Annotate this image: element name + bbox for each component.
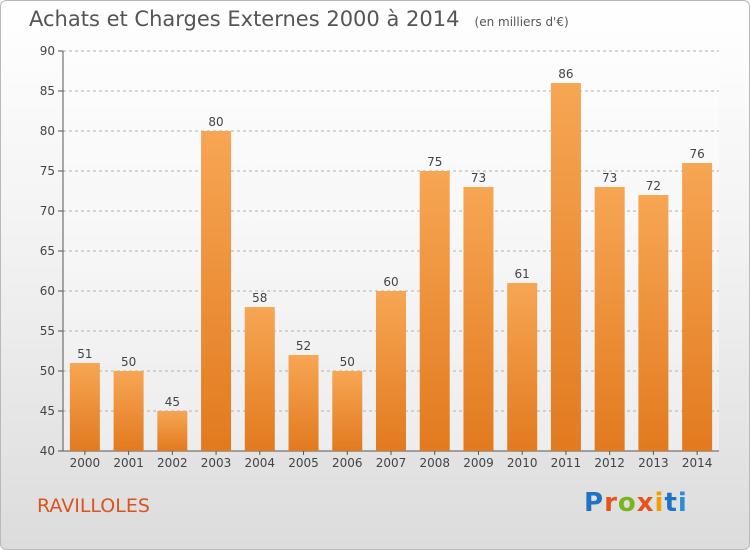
y-tick-label: 50	[40, 364, 55, 378]
bar-value-label: 75	[427, 155, 442, 169]
bar-value-label: 73	[471, 171, 486, 185]
x-tick-label: 2010	[507, 456, 538, 470]
x-tick-label: 2000	[70, 456, 101, 470]
bar-value-label: 60	[383, 275, 398, 289]
bar-value-label: 86	[558, 67, 573, 81]
bar-value-label: 76	[689, 147, 704, 161]
proxiti-logo: Proxiti	[584, 488, 688, 518]
x-tick-label: 2006	[332, 456, 363, 470]
y-tick-label: 45	[40, 404, 55, 418]
bar	[288, 355, 319, 451]
commune-name: RAVILLOLES	[37, 495, 150, 517]
bar	[682, 163, 713, 451]
x-tick-label: 2002	[157, 456, 188, 470]
y-tick-label: 70	[40, 204, 55, 218]
bar-value-label: 51	[77, 347, 92, 361]
bar-value-label: 73	[602, 171, 617, 185]
bar-value-label: 45	[165, 395, 180, 409]
bar	[113, 371, 144, 451]
bar	[507, 283, 538, 451]
bar-value-label: 72	[646, 179, 661, 193]
bar	[463, 187, 494, 451]
x-tick-label: 2004	[245, 456, 276, 470]
x-tick-label: 2007	[376, 456, 407, 470]
bar	[550, 83, 581, 451]
x-tick-label: 2005	[288, 456, 319, 470]
y-tick-label: 80	[40, 124, 55, 138]
bar	[201, 131, 232, 451]
y-tick-label: 90	[40, 44, 55, 58]
y-tick-label: 75	[40, 164, 55, 178]
bar	[244, 307, 275, 451]
chart-title: Achats et Charges Externes 2000 à 2014	[29, 7, 460, 31]
bar	[376, 291, 406, 451]
x-tick-label: 2008	[419, 456, 450, 470]
chart-unit: (en milliers d'€)	[474, 15, 569, 29]
y-tick-label: 65	[40, 244, 55, 258]
x-tick-label: 2012	[594, 456, 625, 470]
y-tick-label: 55	[40, 324, 55, 338]
bar-value-label: 50	[340, 355, 355, 369]
bar-value-label: 50	[121, 355, 136, 369]
bar	[638, 195, 669, 451]
bar	[332, 371, 363, 451]
y-tick-label: 85	[40, 84, 55, 98]
x-tick-label: 2001	[113, 456, 144, 470]
x-tick-label: 2011	[551, 456, 582, 470]
x-tick-label: 2009	[463, 456, 494, 470]
bar	[594, 187, 625, 451]
bar-value-label: 80	[208, 115, 223, 129]
bar	[69, 363, 100, 451]
y-tick-label: 40	[40, 444, 55, 458]
bar	[419, 171, 450, 451]
y-tick-label: 60	[40, 284, 55, 298]
chart-title-block: Achats et Charges Externes 2000 à 2014 (…	[29, 7, 569, 31]
bar	[157, 411, 188, 451]
bar-value-label: 58	[252, 291, 267, 305]
x-tick-label: 2013	[638, 456, 669, 470]
bar-value-label: 61	[515, 267, 530, 281]
x-tick-label: 2003	[201, 456, 232, 470]
bar-value-label: 52	[296, 339, 311, 353]
x-tick-label: 2014	[682, 456, 713, 470]
